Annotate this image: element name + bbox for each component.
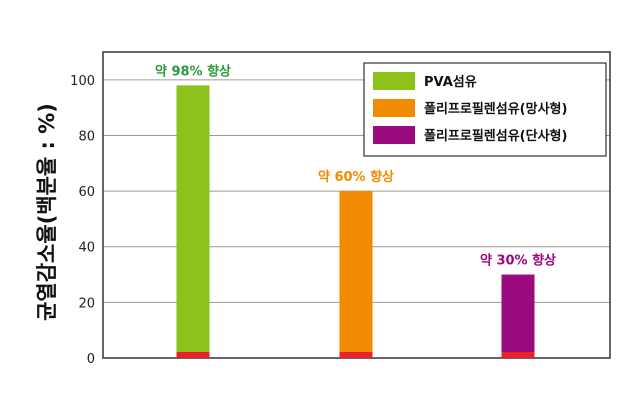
legend-swatch [373,126,415,144]
bar-annotations: 약 98% 향상약 60% 향상약 30% 향상 [155,63,556,268]
bar-annotation: 약 98% 향상 [155,63,231,79]
y-axis-ticks: 0 20 40 60 80 100 [70,74,95,367]
y-axis-label: 균열감소율(백분율 : %) [35,103,59,321]
y-tick-label: 80 [78,129,95,144]
y-tick-label: 60 [78,185,95,200]
bar-annotation: 약 30% 향상 [480,253,556,269]
legend-swatch [373,99,415,117]
bar [339,191,373,358]
y-tick-label: 0 [87,352,95,367]
y-tick-label: 20 [78,296,95,311]
bar [176,85,210,358]
y-tick-label: 100 [70,74,95,89]
legend-label: PVA섬유 [424,75,477,90]
legend-label: 폴리프로필렌섬유(망사형) [424,101,567,117]
bar-base [339,352,373,358]
legend-label: 폴리프로필렌섬유(단사형) [424,128,567,144]
bar-base [176,352,210,358]
bar [501,274,535,358]
bar-annotation: 약 60% 향상 [318,169,394,185]
y-tick-label: 40 [78,241,95,256]
legend-swatch [373,72,415,90]
bars [176,85,535,358]
bar-base [501,352,535,358]
